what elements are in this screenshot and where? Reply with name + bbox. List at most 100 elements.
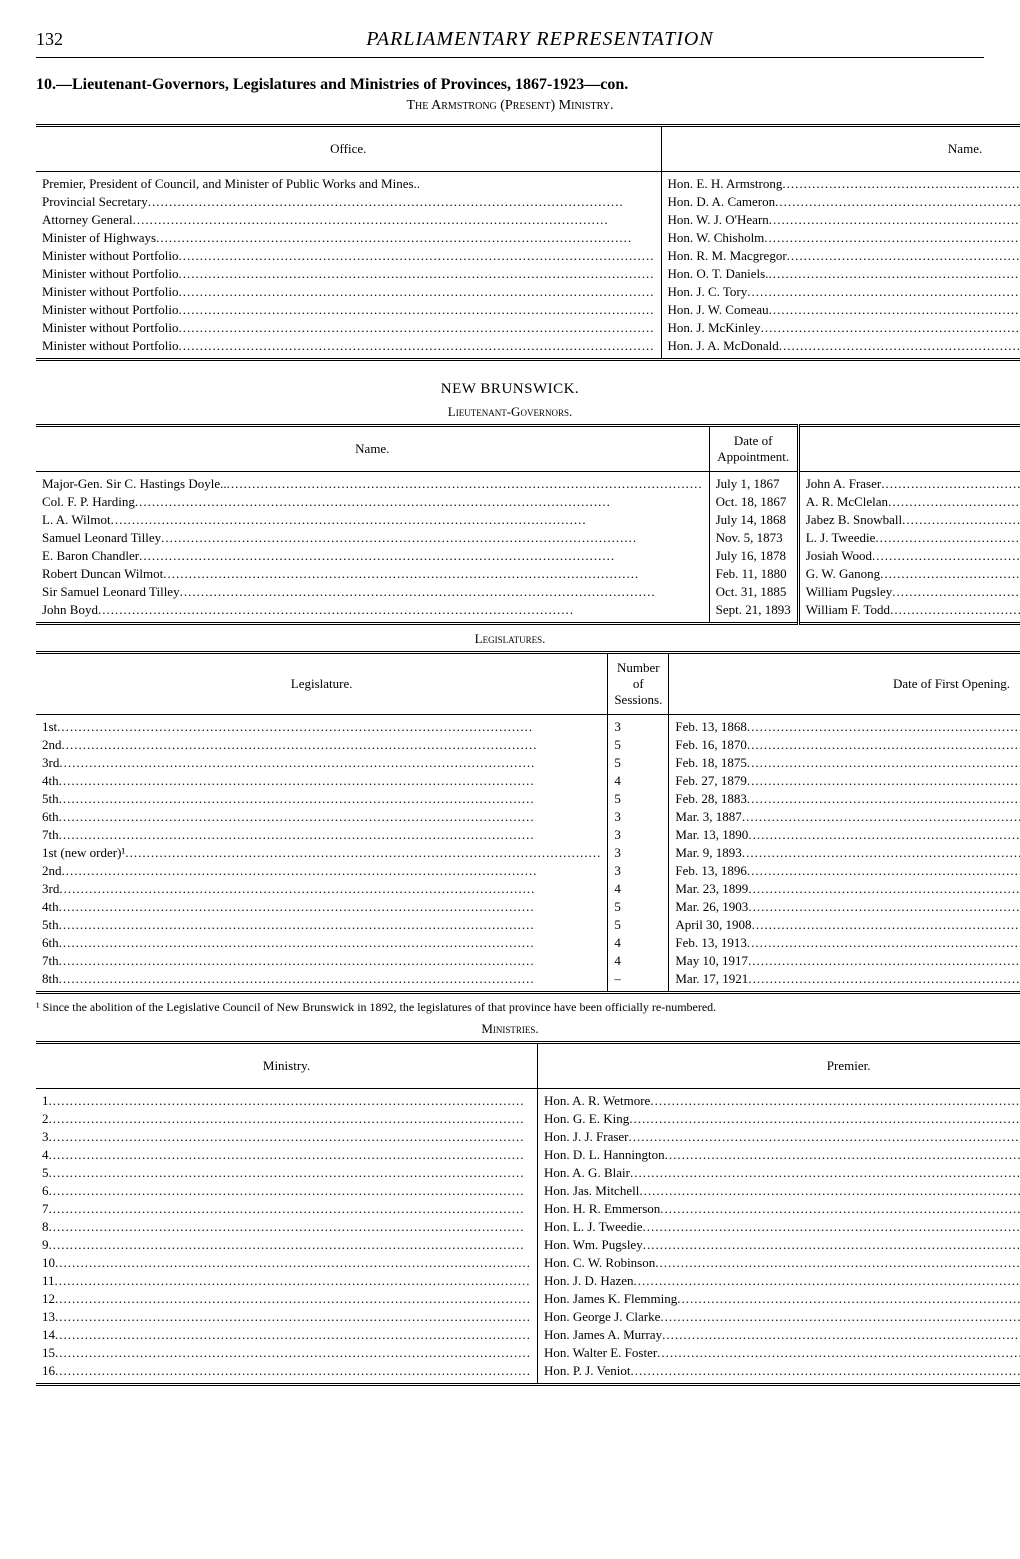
table-cell: 6th (36, 934, 608, 952)
table-cell: 5th (36, 916, 608, 934)
table-row: 2Hon. G. E. King1872 (36, 1110, 1020, 1128)
table-row: 14Hon. James A. MurrayFeb. 1, 1917 (36, 1326, 1020, 1344)
table-cell: Hon. James K. Flemming (538, 1290, 1020, 1308)
table-cell: 6th (36, 808, 608, 826)
table-cell: Hon. P. J. Veniot (538, 1362, 1020, 1385)
table-cell: 4 (608, 934, 669, 952)
province-heading: NEW BRUNSWICK. (36, 381, 984, 398)
table-row: John BoydSept. 21, 1893William F. ToddFe… (36, 601, 1020, 624)
table-cell: Feb. 27, 1879 (669, 772, 1020, 790)
table-row: 6th3Mar. 3, 1887Dec. 30, 1889 (36, 808, 1020, 826)
table-row: 2nd3Feb. 13, 1896Jan. 28, 1899 (36, 862, 1020, 880)
table-cell: Josiah Wood (798, 547, 1020, 565)
table-cell: 4 (608, 952, 669, 970)
table-cell: G. W. Ganong (798, 565, 1020, 583)
table-cell: 1 (36, 1089, 538, 1111)
table-cell: E. Baron Chandler (36, 547, 709, 565)
table-cell: 16 (36, 1362, 538, 1385)
table-cell: 7 (36, 1200, 538, 1218)
table-cell: 4 (608, 772, 669, 790)
table-cell: Premier, President of Council, and Minis… (36, 172, 661, 194)
table-cell: Hon. W. J. O'Hearn (661, 211, 1020, 229)
table-cell: Minister of Highways (36, 229, 661, 247)
table-cell: Mar. 9, 1893 (669, 844, 1020, 862)
table-cell: L. A. Wilmot (36, 511, 709, 529)
table-cell: 4th (36, 772, 608, 790)
table-cell: Hon. J. C. Tory (661, 283, 1020, 301)
ministries-table: Ministry. Premier. Date of Formation. 1H… (36, 1041, 1020, 1386)
table-row: Minister of HighwaysHon. W. ChisholmJan.… (36, 229, 1020, 247)
table-cell: Mar. 17, 1921 (669, 970, 1020, 993)
table-cell: Nov. 5, 1873 (709, 529, 798, 547)
table-cell: 1st (new order)¹ (36, 844, 608, 862)
table-cell: Hon. J. J. Fraser (538, 1128, 1020, 1146)
table-cell: 5 (608, 898, 669, 916)
table-cell: 6 (36, 1182, 538, 1200)
col-office: Office. (36, 126, 661, 172)
table-row: 7Hon. H. R. EmmersonOct. —, 1897 (36, 1200, 1020, 1218)
table-cell: 4 (36, 1146, 538, 1164)
col-name: Name. (661, 126, 1020, 172)
table-row: 4th5Mar. 26, 1903Jan. 23, 1908 (36, 898, 1020, 916)
table-cell: Attorney General (36, 211, 661, 229)
min-label: Ministries. (36, 1021, 984, 1037)
table-cell: July 1, 1867 (709, 472, 798, 494)
table-cell: 2nd (36, 736, 608, 754)
table-cell: Hon. J. McKinley (661, 319, 1020, 337)
table-row: E. Baron ChandlerJuly 16, 1878Josiah Woo… (36, 547, 1020, 565)
table-cell: Hon. James A. Murray (538, 1326, 1020, 1344)
table-row: Minister without PortfolioHon. J. C. Tor… (36, 283, 1020, 301)
page-header: 132 PARLIAMENTARY REPRESENTATION (36, 28, 984, 58)
table-cell: Hon. Wm. Pugsley (538, 1236, 1020, 1254)
table-cell: Minister without Portfolio (36, 337, 661, 360)
table-cell: – (608, 970, 669, 993)
table-cell: Hon. A. G. Blair (538, 1164, 1020, 1182)
table-row: L. A. WilmotJuly 14, 1868Jabez B. Snowba… (36, 511, 1020, 529)
table-cell: 3rd (36, 754, 608, 772)
table-cell: 12 (36, 1290, 538, 1308)
table-cell: 2 (36, 1110, 538, 1128)
table-cell: 3 (608, 862, 669, 880)
table-cell: Feb. 16, 1870 (669, 736, 1020, 754)
table-cell: 3 (608, 826, 669, 844)
table-cell: Major-Gen. Sir C. Hastings Doyle.. (36, 472, 709, 494)
table-cell: Mar. 26, 1903 (669, 898, 1020, 916)
table-cell: 2nd (36, 862, 608, 880)
table-row: 7th4May 10, 1917Sept. 16, 1920 (36, 952, 1020, 970)
page-title: PARLIAMENTARY REPRESENTATION (96, 28, 984, 51)
table-row: 12Hon. James K. FlemmingOct. 16, 1911 (36, 1290, 1020, 1308)
table-row: Provincial SecretaryHon. D. A. CameronJa… (36, 193, 1020, 211)
table-row: 13Hon. George J. ClarkeDec. 17, 1914 (36, 1308, 1020, 1326)
table-cell: Hon. E. H. Armstrong (661, 172, 1020, 194)
table-cell: Hon. Walter E. Foster (538, 1344, 1020, 1362)
table-row: 2nd5Feb. 16, 1870May 15, 1874 (36, 736, 1020, 754)
table-cell: Feb. 11, 1880 (709, 565, 798, 583)
table-cell: Minister without Portfolio (36, 301, 661, 319)
table-cell: July 14, 1868 (709, 511, 798, 529)
footnote: ¹ Since the abolition of the Legislative… (36, 1000, 984, 1015)
table-cell: Hon. G. E. King (538, 1110, 1020, 1128)
table-cell: A. R. McClelan (798, 493, 1020, 511)
table-cell: Hon. Jas. Mitchell (538, 1182, 1020, 1200)
table-row: 3Hon. J. J. Fraser1878 (36, 1128, 1020, 1146)
table-cell: Hon. D. L. Hannington (538, 1146, 1020, 1164)
leg-label: Legislatures. (36, 631, 984, 647)
table-cell: Hon. J. W. Comeau (661, 301, 1020, 319)
leg-col-sessions: Number of Sessions. (608, 653, 669, 715)
leg-col-opening: Date of First Opening. (669, 653, 1020, 715)
table-cell: Mar. 23, 1899 (669, 880, 1020, 898)
table-cell: L. J. Tweedie (798, 529, 1020, 547)
table-cell: Sir Samuel Leonard Tilley (36, 583, 709, 601)
table-row: Minister without PortfolioHon. O. T. Dan… (36, 265, 1020, 283)
table-row: 3rd4Mar. 23, 1899Feb. 5, 1903 (36, 880, 1020, 898)
table-cell: 3 (608, 844, 669, 862)
table-cell: William F. Todd (798, 601, 1020, 624)
table-cell: 4th (36, 898, 608, 916)
table-row: 3rd5Feb. 18, 1875May 14, 1878 (36, 754, 1020, 772)
table-cell: 7th (36, 826, 608, 844)
table-cell: 5 (608, 736, 669, 754)
table-cell: Col. F. P. Harding (36, 493, 709, 511)
table-cell: Hon. R. M. Macgregor (661, 247, 1020, 265)
table-row: 4Hon. D. L. Hannington1882 (36, 1146, 1020, 1164)
table-cell: Feb. 13, 1913 (669, 934, 1020, 952)
